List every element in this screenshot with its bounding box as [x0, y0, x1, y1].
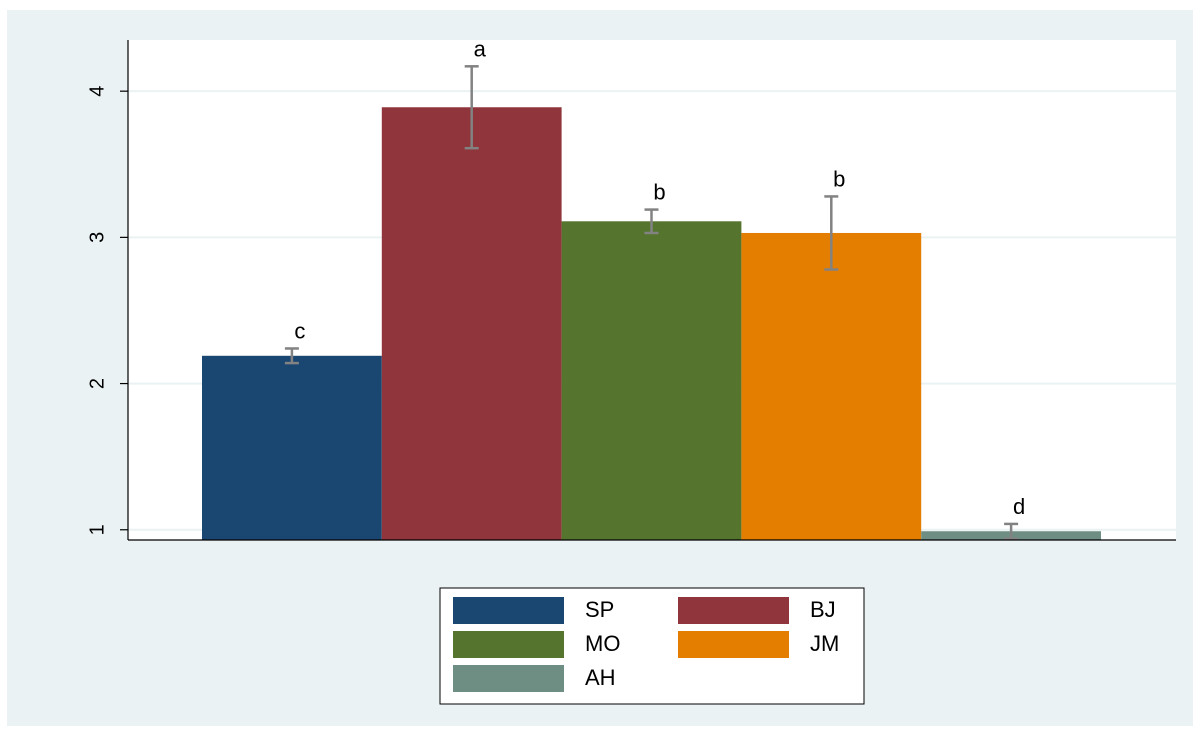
legend-label: BJ — [810, 597, 836, 622]
bar-jm — [741, 232, 922, 540]
legend-label: SP — [585, 597, 614, 622]
legend-swatch — [453, 665, 564, 692]
error-bar-mo — [644, 208, 659, 235]
legend-item-ah: AH — [453, 665, 616, 692]
y-tick-label: 1 — [86, 524, 108, 535]
error-bar-jm — [824, 195, 839, 271]
y-axis-ticks: 1 2 3 4 — [86, 86, 128, 535]
bar-sp — [202, 355, 382, 540]
y-tick-label: 4 — [86, 86, 108, 97]
legend: SP BJ MO JM AH — [439, 587, 865, 705]
error-bars-group — [284, 65, 1019, 540]
significance-letter-bj: a — [474, 36, 487, 61]
error-bar-ah — [1004, 522, 1019, 540]
y-tick-label: 2 — [86, 378, 108, 389]
legend-item-sp: SP — [453, 597, 614, 624]
error-bar-bj — [464, 65, 479, 150]
bar-mo — [561, 221, 742, 540]
legend-swatch — [678, 631, 789, 658]
bars-group — [202, 107, 1101, 540]
significance-letters-group: c a b b d — [294, 36, 1025, 519]
significance-letter-jm: b — [833, 166, 845, 191]
y-tick-label: 3 — [86, 232, 108, 243]
significance-letter-ah: d — [1013, 494, 1025, 519]
legend-item-mo: MO — [453, 631, 620, 658]
significance-letter-sp: c — [294, 318, 305, 343]
significance-letter-mo: b — [653, 180, 665, 205]
legend-swatch — [678, 597, 789, 624]
legend-swatch — [453, 631, 564, 658]
error-bar-sp — [284, 347, 299, 365]
legend-swatch — [453, 597, 564, 624]
legend-label: AH — [585, 665, 616, 690]
legend-item-jm: JM — [678, 631, 839, 658]
legend-label: JM — [810, 631, 839, 656]
legend-item-bj: BJ — [678, 597, 836, 624]
bar-bj — [381, 107, 562, 540]
legend-label: MO — [585, 631, 620, 656]
